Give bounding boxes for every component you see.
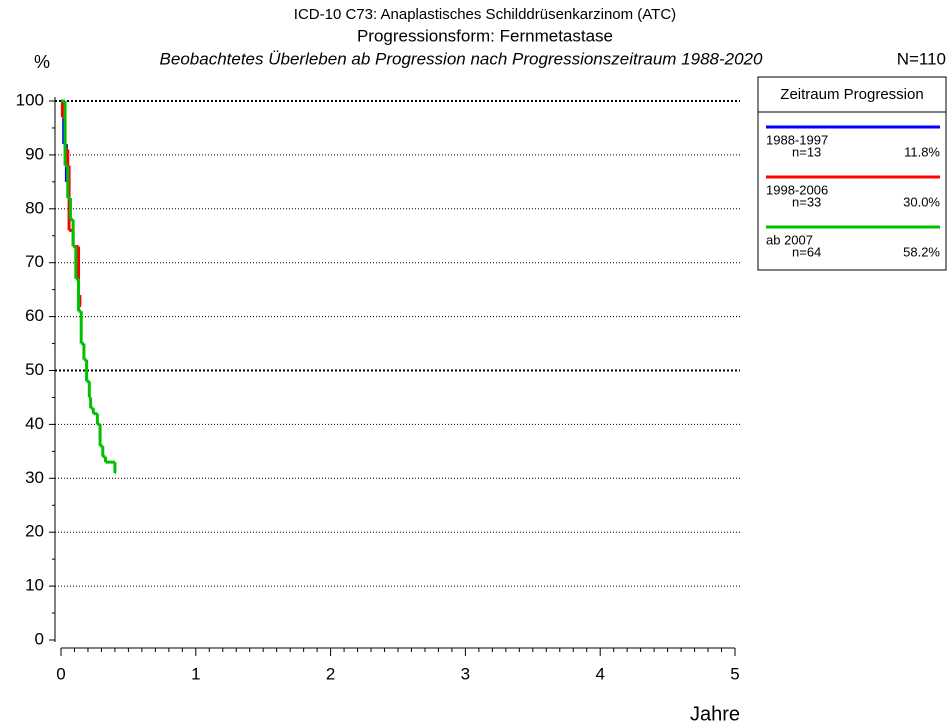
x-tick-label: 2 (326, 664, 335, 683)
x-tick-label: 4 (595, 664, 604, 683)
y-tick-label: 0 (35, 629, 44, 648)
y-tick-label: 20 (25, 522, 44, 541)
y-tick-label: 50 (25, 360, 44, 379)
legend-label: 1998-2006 (766, 182, 828, 197)
x-tick-label: 1 (191, 664, 200, 683)
x-tick-label: 0 (56, 664, 65, 683)
legend-box (757, 76, 947, 271)
y-tick-label: 40 (25, 414, 44, 433)
y-tick-label: 10 (25, 576, 44, 595)
y-tick-label: 100 (16, 90, 44, 109)
y-tick-label: 30 (25, 468, 44, 487)
y-axis-label: % (34, 52, 50, 72)
chart-title: ICD-10 C73: Anaplastisches Schilddrüsenk… (294, 6, 676, 23)
y-tick-label: 90 (25, 144, 44, 163)
legend-share: 11.8% (904, 144, 940, 159)
chart-subtitle: Progressionsform: Fernmetastase (357, 26, 613, 45)
x-axis-label: Jahre (690, 703, 740, 725)
total-label: N=110 (897, 49, 946, 68)
legend-share: 30.0% (903, 194, 940, 209)
x-tick-label: 3 (461, 664, 470, 683)
legend-n: n=13 (792, 144, 821, 159)
legend-label: ab 2007 (766, 232, 813, 247)
y-tick-label: 70 (25, 252, 44, 271)
x-tick-label: 5 (730, 664, 739, 683)
legend-share: 58.2% (903, 244, 940, 259)
legend-n: n=64 (792, 244, 821, 259)
chart-description: Beobachtetes Überleben ab Progression na… (160, 49, 763, 68)
y-tick-label: 80 (25, 198, 44, 217)
legend-n: n=33 (792, 194, 821, 209)
legend-label: 1988-1997 (766, 132, 828, 147)
y-tick-label: 60 (25, 306, 44, 325)
legend-title: Zeitraum Progression (780, 86, 923, 103)
